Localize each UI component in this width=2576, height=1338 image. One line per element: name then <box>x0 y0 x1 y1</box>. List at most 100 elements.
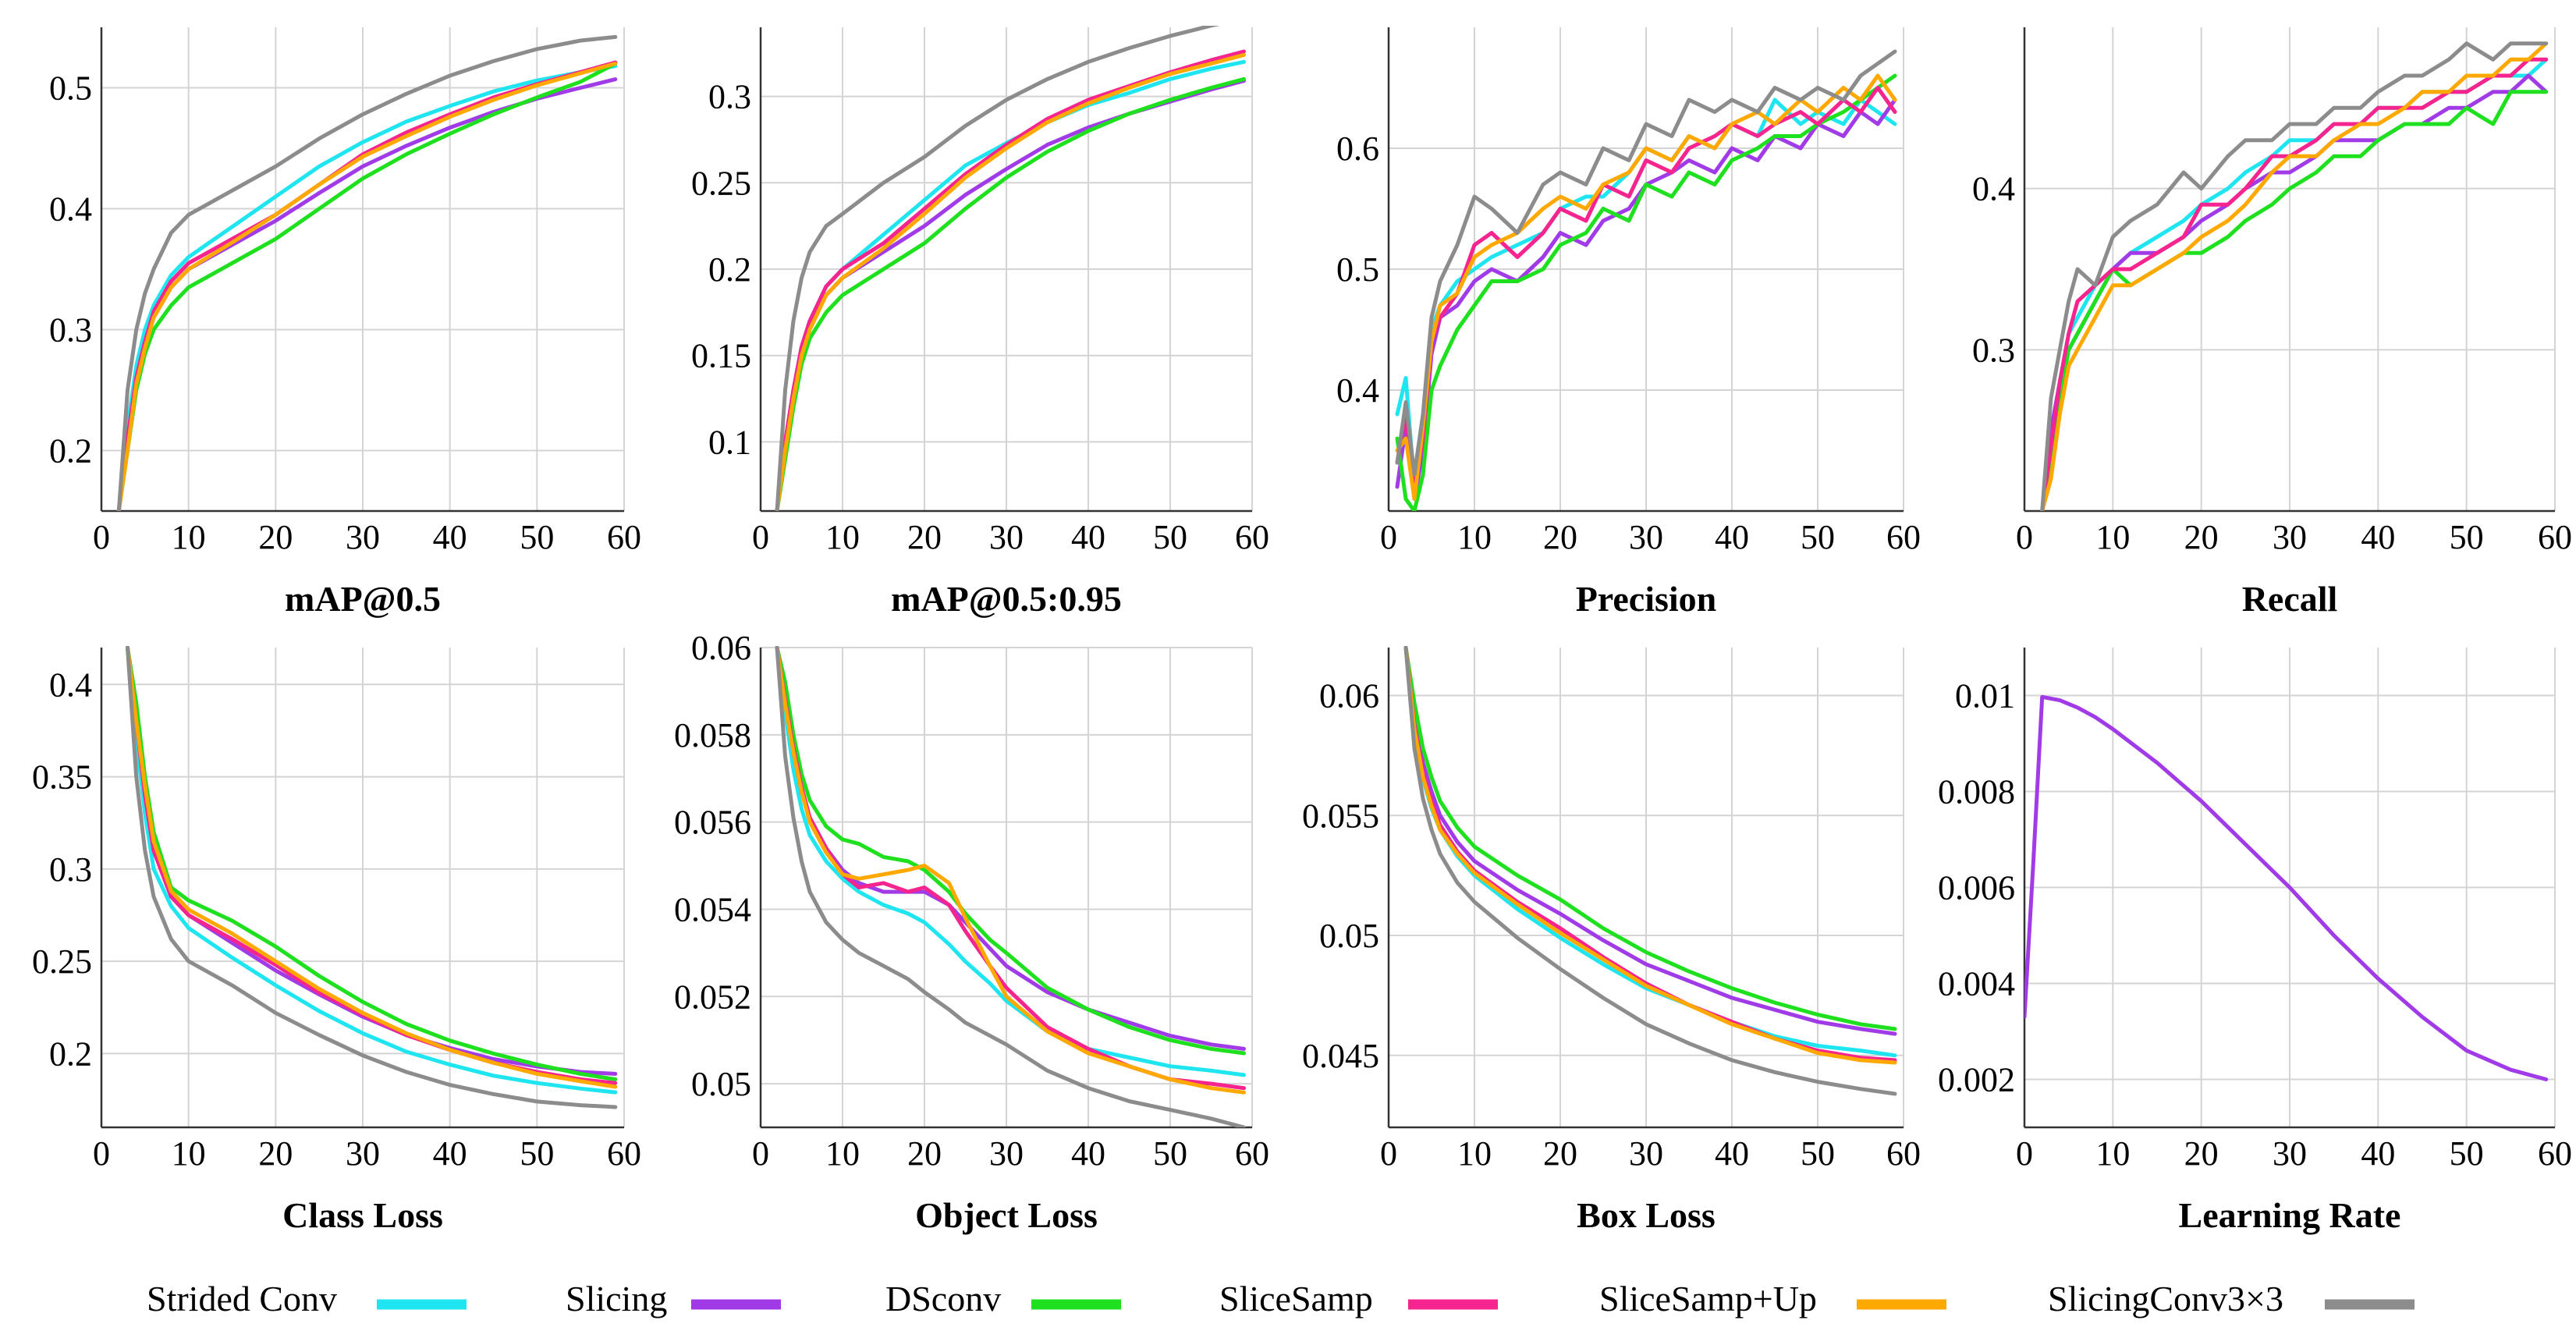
y-tick-label: 0.06 <box>691 629 751 667</box>
x-tick-label: 30 <box>989 1134 1024 1173</box>
series-line-dsconv <box>1403 646 1897 1031</box>
series-line-slicingconv3x3 <box>775 646 1246 1127</box>
x-tick-label: 40 <box>433 518 467 556</box>
series-line-slicesamp-up <box>775 646 1246 1095</box>
x-tick-label: 40 <box>2361 1134 2395 1173</box>
y-tick-label: 0.2 <box>49 1035 92 1073</box>
legend: Strided Conv Slicing DSconv SliceSamp Sl… <box>147 1279 2415 1318</box>
x-tick-label: 50 <box>1153 1134 1187 1173</box>
y-tick-label: 0.2 <box>708 250 751 289</box>
chart-recall: 0 10 20 30 40 50 60 0.3 0.4 Recall <box>1972 27 2572 619</box>
series-line-slicingconv3x3 <box>126 646 618 1109</box>
legend-item-slicesamp: SliceSamp <box>1219 1279 1498 1318</box>
x-tick-label: 0 <box>752 1134 769 1173</box>
x-tick-label: 40 <box>1071 518 1105 556</box>
series-line-slicesamp <box>1403 646 1897 1063</box>
x-tick-label: 50 <box>520 518 554 556</box>
x-tick-label: 60 <box>1886 518 1921 556</box>
chart-learning-rate: 0 10 20 30 40 50 60 0.002 0.004 0.006 0.008 0.01 Lea… <box>1938 648 2572 1235</box>
x-tick-label: 0 <box>93 518 110 556</box>
y-tick-label: 0.3 <box>708 78 751 116</box>
y-tick-label: 0.6 <box>1336 130 1379 168</box>
series-line-slicing <box>2024 694 2549 1081</box>
x-tick-label: 20 <box>2184 518 2219 556</box>
y-tick-label: 0.2 <box>49 432 92 470</box>
series-line-slicesamp-up <box>1395 73 1897 501</box>
x-tick-label: 10 <box>172 518 206 556</box>
x-tick-label: 20 <box>2184 1134 2219 1173</box>
y-tick-label: 0.058 <box>674 716 751 754</box>
series-line-dsconv <box>2040 90 2549 511</box>
x-tick-label: 10 <box>2095 518 2130 556</box>
series-line-slicesamp-up <box>775 52 1246 511</box>
chart-panels: 0 10 20 30 40 50 60 0.2 0.3 0.4 0.5 mAP@0.5 0 10 20 30 4… <box>32 26 2572 1235</box>
y-tick-label: 0.4 <box>1972 170 2015 208</box>
series-line-slicingconv3x3 <box>1395 49 1897 477</box>
y-tick-label: 0.25 <box>32 942 92 981</box>
x-tick-label: 30 <box>1629 518 1663 556</box>
series-line-slicing <box>1403 646 1897 1036</box>
series-line-slicingconv3x3 <box>1403 646 1897 1096</box>
x-tick-label: 0 <box>93 1134 110 1173</box>
y-tick-label: 0.054 <box>674 890 751 928</box>
y-tick-label: 0.5 <box>1336 250 1379 289</box>
x-tick-label: 40 <box>1071 1134 1105 1173</box>
series-line-strided-conv <box>775 59 1246 511</box>
series-line-slicesamp-up <box>116 62 618 511</box>
x-tick-label: 50 <box>1801 1134 1835 1173</box>
series-line-slicesamp-up <box>126 646 618 1089</box>
x-tick-label: 0 <box>1380 518 1397 556</box>
x-tick-label: 30 <box>989 518 1024 556</box>
chart-title-class-loss: Class Loss <box>282 1195 443 1235</box>
x-tick-label: 30 <box>2273 1134 2307 1173</box>
chart-map-0-5-0-95: 0 10 20 30 40 50 60 0.1 0.15 0.2 0.25 0.3 mAP@0.5:0.… <box>691 26 1269 619</box>
chart-title-map-0-5-0-95: mAP@0.5:0.95 <box>891 579 1122 619</box>
y-tick-label: 0.004 <box>1938 965 2015 1003</box>
series-line-strided-conv <box>126 646 618 1095</box>
x-tick-label: 60 <box>607 1134 641 1173</box>
y-tick-label: 0.05 <box>1319 917 1379 955</box>
x-tick-label: 20 <box>1543 518 1577 556</box>
series-line-slicesamp <box>2040 57 2549 511</box>
legend-label-strided-conv: Strided Conv <box>147 1279 337 1318</box>
legend-item-strided-conv: Strided Conv <box>147 1279 467 1318</box>
series-line-slicingconv3x3 <box>116 34 618 511</box>
x-tick-label: 40 <box>2361 518 2395 556</box>
x-tick-label: 10 <box>1457 1134 1492 1173</box>
legend-label-slicesamp-up: SliceSamp+Up <box>1599 1279 1817 1318</box>
legend-label-slicingconv3x3: SlicingConv3×3 <box>2048 1279 2283 1318</box>
x-tick-label: 30 <box>1629 1134 1663 1173</box>
series-line-slicesamp-up <box>1403 646 1897 1065</box>
x-tick-label: 30 <box>346 518 380 556</box>
y-tick-label: 0.5 <box>49 69 92 108</box>
x-tick-label: 20 <box>1543 1134 1577 1173</box>
x-tick-label: 60 <box>1235 518 1269 556</box>
x-tick-label: 50 <box>1153 518 1187 556</box>
chart-title-recall: Recall <box>2242 579 2338 619</box>
y-tick-label: 0.055 <box>1302 797 1379 835</box>
y-tick-label: 0.01 <box>1955 677 2015 715</box>
y-tick-label: 0.3 <box>1972 331 2015 369</box>
chart-title-precision: Precision <box>1576 579 1717 619</box>
y-tick-label: 0.008 <box>1938 773 2015 811</box>
x-tick-label: 0 <box>1380 1134 1397 1173</box>
series-line-slicing <box>116 77 618 511</box>
chart-box-loss: 0 10 20 30 40 50 60 0.045 0.05 0.055 0.06 Box Loss <box>1302 646 1921 1235</box>
legend-label-slicesamp: SliceSamp <box>1219 1279 1373 1318</box>
x-tick-label: 40 <box>433 1134 467 1173</box>
x-tick-label: 0 <box>2016 1134 2033 1173</box>
y-tick-label: 0.3 <box>49 850 92 889</box>
y-tick-label: 0.15 <box>691 337 751 375</box>
x-tick-label: 60 <box>1235 1134 1269 1173</box>
y-tick-label: 0.002 <box>1938 1061 2015 1099</box>
y-tick-label: 0.35 <box>32 758 92 797</box>
series-line-slicing <box>126 646 618 1076</box>
chart-title-learning-rate: Learning Rate <box>2179 1195 2401 1235</box>
y-tick-label: 0.3 <box>49 311 92 350</box>
x-tick-label: 10 <box>172 1134 206 1173</box>
legend-label-slicing: Slicing <box>566 1279 667 1318</box>
x-tick-label: 10 <box>825 1134 860 1173</box>
x-tick-label: 40 <box>1715 518 1749 556</box>
series-line-slicingconv3x3 <box>775 26 1220 511</box>
x-tick-label: 30 <box>2273 518 2307 556</box>
